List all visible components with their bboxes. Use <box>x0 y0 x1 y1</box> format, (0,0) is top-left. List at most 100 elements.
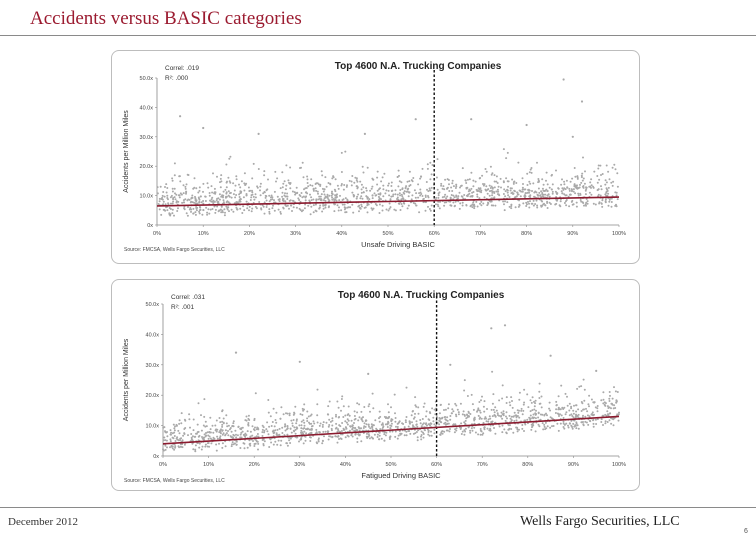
scatter-point <box>321 425 324 428</box>
scatter-point <box>181 439 184 442</box>
scatter-point <box>380 198 382 201</box>
scatter-point <box>580 181 583 184</box>
scatter-point <box>202 190 204 193</box>
scatter-point <box>298 424 301 427</box>
scatter-point <box>354 176 357 179</box>
scatter-point <box>467 426 470 429</box>
scatter-point <box>219 435 222 438</box>
scatter-point <box>477 433 480 436</box>
scatter-point <box>232 182 235 185</box>
scatter-point <box>564 413 567 416</box>
scatter-point <box>383 439 386 442</box>
scatter-point <box>541 422 544 425</box>
scatter-point <box>493 192 496 194</box>
scatter-point <box>498 425 501 428</box>
scatter-point <box>184 198 187 201</box>
scatter-point <box>387 421 390 424</box>
scatter-point <box>208 431 211 433</box>
scatter-point <box>510 396 513 399</box>
scatter-point <box>355 428 358 431</box>
scatter-point <box>198 212 201 215</box>
scatter-point <box>580 176 583 179</box>
scatter-point <box>389 424 392 427</box>
scatter-point <box>405 416 408 418</box>
scatter-point <box>285 195 288 198</box>
scatter-point <box>451 408 454 411</box>
scatter-point <box>506 151 509 154</box>
scatter-point <box>328 199 331 202</box>
scatter-point <box>245 415 248 418</box>
scatter-point <box>251 177 254 180</box>
scatter-point <box>583 182 586 185</box>
scatter-point <box>355 177 358 180</box>
scatter-point <box>530 428 533 431</box>
footer-divider-right <box>100 507 756 508</box>
scatter-point <box>164 444 167 447</box>
scatter-point <box>384 434 387 437</box>
scatter-point <box>304 199 307 202</box>
scatter-point <box>495 180 498 183</box>
scatter-point <box>218 417 221 419</box>
scatter-point <box>486 204 489 207</box>
scatter-point <box>476 195 479 198</box>
scatter-point <box>584 203 587 206</box>
scatter-point <box>369 189 372 192</box>
scatter-point <box>542 189 545 192</box>
scatter-point <box>291 210 293 212</box>
scatter-point <box>279 417 282 420</box>
scatter-point <box>590 178 593 181</box>
scatter-point <box>551 173 553 176</box>
scatter-point <box>600 202 603 205</box>
scatter-point <box>514 190 516 193</box>
scatter-point <box>473 426 476 429</box>
scatter-point <box>222 196 224 199</box>
scatter-point <box>470 187 473 190</box>
scatter-point <box>306 410 309 413</box>
scatter-point <box>240 431 243 434</box>
scatter-point <box>415 423 418 426</box>
scatter-point <box>425 181 428 183</box>
scatter-point <box>238 193 241 196</box>
scatter-point <box>581 179 584 182</box>
scatter-point <box>388 207 391 210</box>
scatter-point <box>387 403 389 406</box>
scatter-point <box>513 420 516 422</box>
scatter-point <box>482 421 485 424</box>
scatter-point <box>302 419 305 422</box>
scatter-point <box>346 184 348 187</box>
scatter-point <box>436 203 439 206</box>
scatter-point <box>165 183 168 186</box>
scatter-point <box>452 201 455 204</box>
scatter-point <box>457 197 459 200</box>
scatter-point <box>454 428 457 431</box>
scatter-point <box>443 188 446 191</box>
scatter-point <box>407 204 410 207</box>
scatter-point <box>415 431 418 433</box>
scatter-point <box>343 203 346 206</box>
scatter-point <box>414 432 417 435</box>
scatter-point <box>294 432 297 435</box>
scatter-point <box>496 193 499 196</box>
scatter-point <box>461 167 464 170</box>
scatter-point <box>257 435 260 438</box>
scatter-point <box>172 200 175 203</box>
scatter-point <box>421 423 424 426</box>
scatter-point <box>411 180 414 183</box>
scatter-point <box>366 211 369 214</box>
scatter-point <box>331 196 334 199</box>
scatter-point <box>543 425 546 428</box>
scatter-point <box>238 196 241 198</box>
scatter-point <box>265 206 268 208</box>
scatter-point <box>244 183 247 186</box>
scatter-point <box>414 404 417 407</box>
scatter-point <box>210 198 213 201</box>
scatter-point <box>394 417 397 419</box>
scatter-point <box>452 410 455 413</box>
scatter-point <box>289 187 292 190</box>
scatter-point <box>428 434 431 437</box>
scatter-point <box>390 195 393 198</box>
scatter-point <box>614 407 617 409</box>
scatter-point <box>371 208 374 211</box>
x-tick-label: 20% <box>249 462 260 468</box>
scatter-point <box>378 188 380 191</box>
